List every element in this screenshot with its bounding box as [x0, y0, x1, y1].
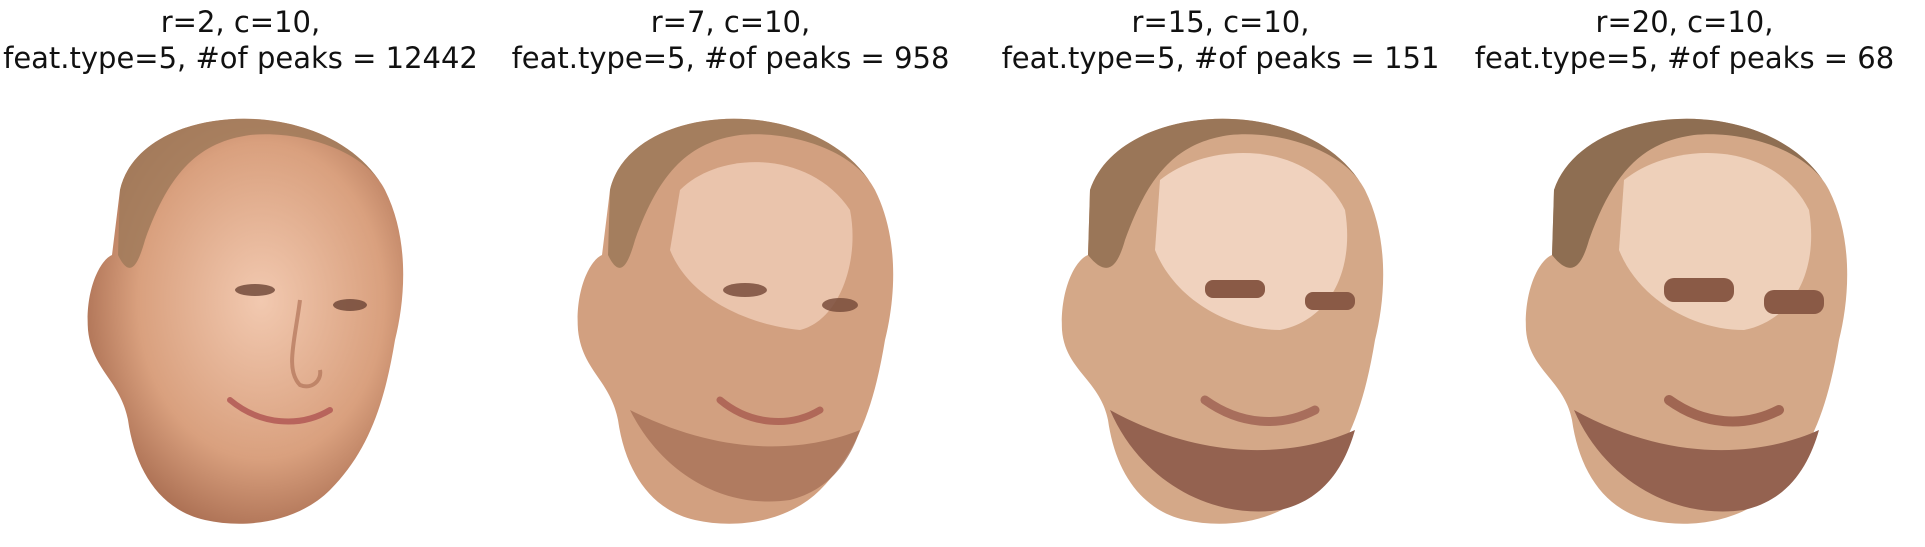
title-line-2: feat.type=5, #of peaks = 68 [1474, 41, 1895, 75]
panel-title: r=15, c=10, feat.type=5, #of peaks = 151 [980, 4, 1461, 76]
right-eye [822, 298, 858, 312]
panel-r20: r=20, c=10, feat.type=5, #of peaks = 68 [1444, 0, 1925, 547]
title-line-1: r=20, c=10, [1595, 5, 1774, 39]
mouth [1664, 395, 1784, 427]
face-shape [87, 118, 404, 524]
title-line-1: r=15, c=10, [1131, 5, 1310, 39]
mouth [227, 397, 333, 425]
nose [290, 299, 323, 389]
right-eye [1764, 290, 1824, 314]
hair-region [118, 118, 385, 268]
panel-r7: r=7, c=10, feat.type=5, #of peaks = 958 [490, 0, 971, 547]
face-image [1525, 118, 1848, 524]
right-eye [1305, 292, 1355, 310]
left-eye [1664, 278, 1734, 302]
panel-r2: r=2, c=10, feat.type=5, #of peaks = 1244… [0, 0, 481, 547]
right-eye [333, 299, 367, 311]
hair-region [1088, 118, 1365, 268]
face-image [577, 118, 894, 524]
title-line-1: r=2, c=10, [160, 5, 321, 39]
hair-region [1552, 118, 1829, 268]
left-eye [1205, 280, 1265, 298]
panel-title: r=20, c=10, feat.type=5, #of peaks = 68 [1444, 4, 1925, 76]
hair-region [608, 118, 875, 268]
mouth [1200, 395, 1320, 426]
title-line-2: feat.type=5, #of peaks = 12442 [3, 41, 478, 75]
mouth [716, 396, 824, 425]
left-eye [723, 283, 767, 297]
face-image [87, 118, 404, 524]
panel-title: r=2, c=10, feat.type=5, #of peaks = 1244… [0, 4, 481, 76]
left-eye [235, 284, 275, 296]
title-line-2: feat.type=5, #of peaks = 151 [1001, 41, 1440, 75]
title-line-2: feat.type=5, #of peaks = 958 [511, 41, 950, 75]
panel-title: r=7, c=10, feat.type=5, #of peaks = 958 [490, 4, 971, 76]
title-line-1: r=7, c=10, [650, 5, 811, 39]
face-shape [1061, 118, 1384, 524]
panel-r15: r=15, c=10, feat.type=5, #of peaks = 151 [980, 0, 1461, 547]
face-image [1061, 118, 1384, 524]
face-shape [1525, 118, 1848, 524]
face-shape [577, 118, 894, 524]
